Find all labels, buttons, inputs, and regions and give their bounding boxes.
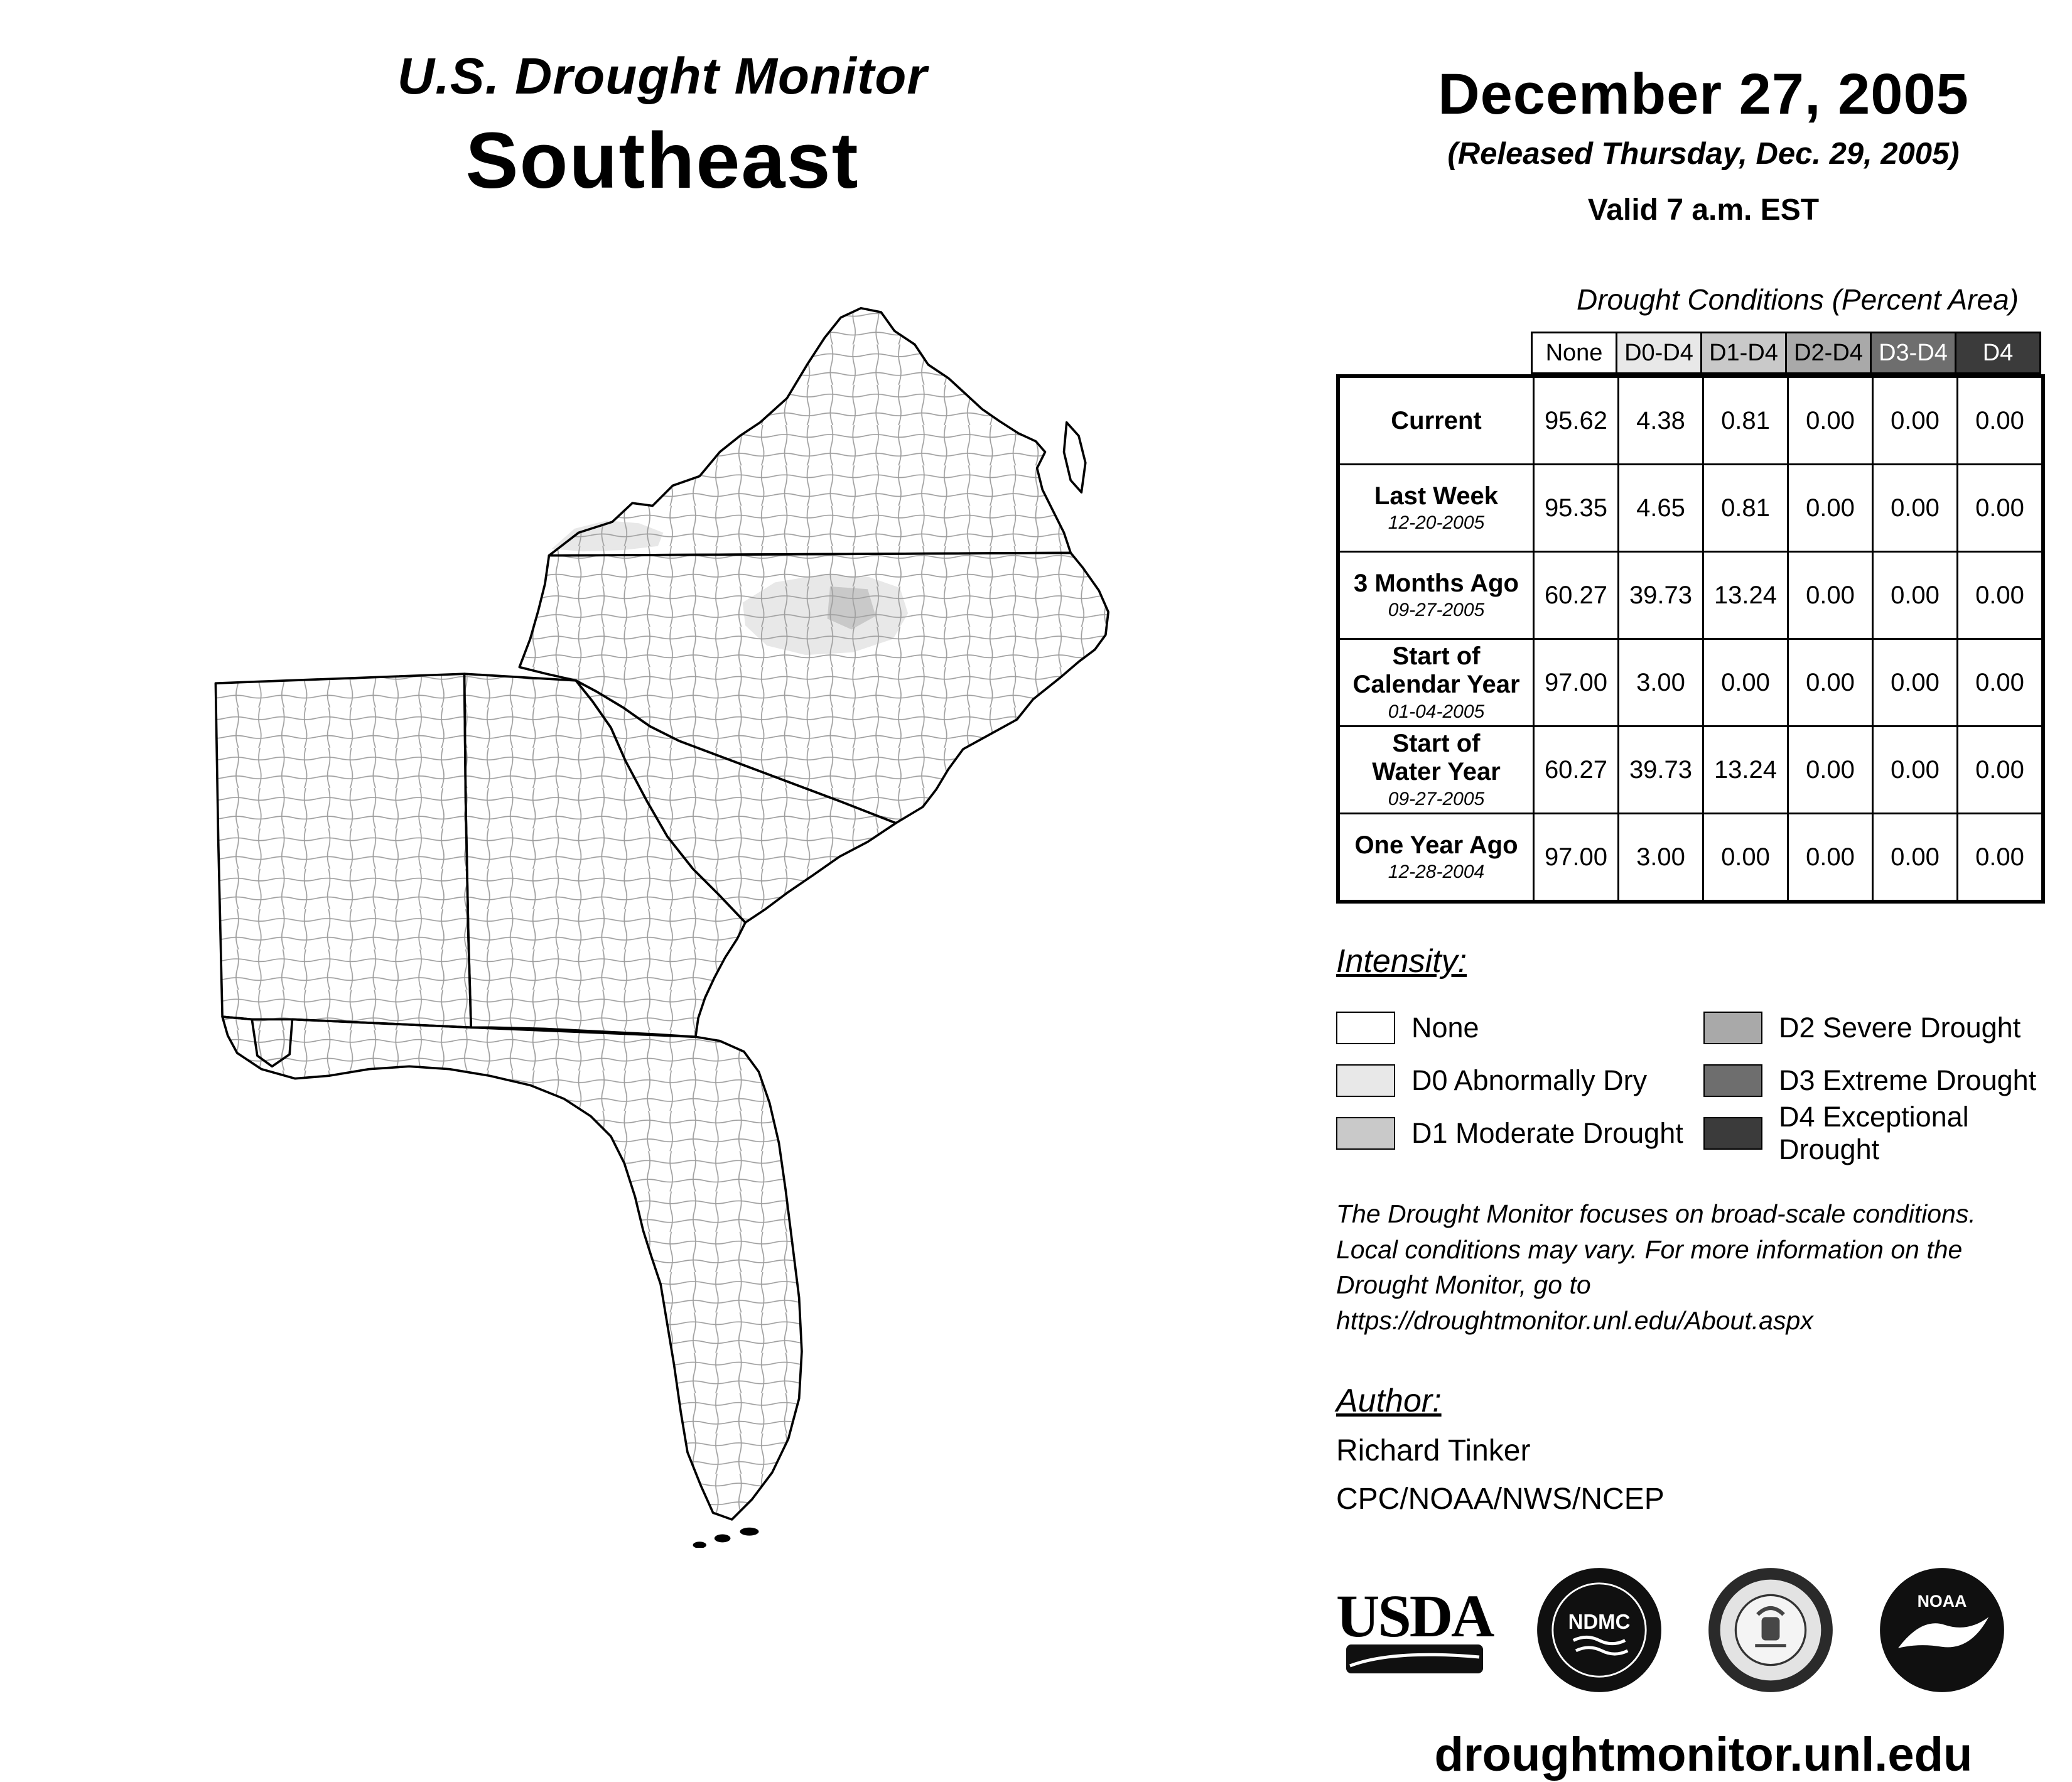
value-cell: 97.00 <box>1535 640 1617 725</box>
value-cell: 0.00 <box>1789 727 1872 813</box>
legend-item-d3: D3 Extreme Drought <box>1703 1054 2071 1107</box>
legend-swatch-d0 <box>1336 1064 1395 1097</box>
column-header-d4: D4 <box>1956 333 2039 372</box>
column-header-d2d4: D2-D4 <box>1787 333 1870 372</box>
value-cell: 39.73 <box>1619 553 1702 638</box>
valid-time: Valid 7 a.m. EST <box>1587 193 1820 227</box>
legend-item-none: None <box>1336 1002 1703 1054</box>
drought-conditions-table: Current 95.62 4.38 0.81 0.00 0.00 0.00 L… <box>1336 374 2045 904</box>
intensity-heading: Intensity: <box>1336 943 1467 980</box>
value-cell: 0.00 <box>1958 465 2041 551</box>
region-title: Southeast <box>465 116 860 205</box>
value-cell: 13.24 <box>1704 553 1787 638</box>
department-of-commerce-seal <box>1708 1568 1833 1693</box>
table-title: Drought Conditions (Percent Area) <box>1577 283 2019 316</box>
disclaimer-text: The Drought Monitor focuses on broad-sca… <box>1336 1199 1976 1335</box>
column-header-d0d4: D0-D4 <box>1617 333 1700 372</box>
author-heading: Author: <box>1336 1383 1442 1420</box>
legend-item-d4: D4 Exceptional Drought <box>1703 1101 2071 1165</box>
usda-logo-swoosh <box>1346 1644 1483 1673</box>
intensity-legend: None D0 Abnormally Dry D1 Moderate Droug… <box>1336 1002 2071 1165</box>
svg-text:NDMC: NDMC <box>1568 1610 1631 1633</box>
value-cell: 0.00 <box>1704 814 1787 900</box>
value-cell: 0.00 <box>1874 378 1956 463</box>
row-label-3-months-ago: 3 Months Ago 09-27-2005 <box>1340 553 1533 638</box>
value-cell: 0.00 <box>1789 378 1872 463</box>
value-cell: 3.00 <box>1619 814 1702 900</box>
legend-item-d2: D2 Severe Drought <box>1703 1002 2071 1054</box>
legend-swatch-d1 <box>1336 1117 1395 1150</box>
row-label-start-calendar-year: Start of Calendar Year 01-04-2005 <box>1340 640 1533 725</box>
southeast-drought-map <box>88 264 1231 1548</box>
value-cell: 0.00 <box>1789 465 1872 551</box>
legend-swatch-d4 <box>1703 1117 1762 1150</box>
author-org: CPC/NOAA/NWS/NCEP <box>1336 1482 1665 1516</box>
map-title-block: U.S. Drought Monitor Southeast <box>88 47 1237 206</box>
value-cell: 0.00 <box>1789 553 1872 638</box>
value-cell: 60.27 <box>1535 553 1617 638</box>
value-cell: 0.00 <box>1958 814 2041 900</box>
value-cell: 39.73 <box>1619 727 1702 813</box>
southeast-map-svg <box>214 306 1109 1548</box>
legend-item-d1: D1 Moderate Drought <box>1336 1107 1703 1160</box>
county-boundaries <box>215 308 1109 1520</box>
value-cell: 0.00 <box>1704 640 1787 725</box>
value-cell: 60.27 <box>1535 727 1617 813</box>
info-panel: December 27, 2005 (Released Thursday, De… <box>1336 0 2071 1782</box>
row-label-last-week: Last Week 12-20-2005 <box>1340 465 1533 551</box>
row-label-one-year-ago: One Year Ago 12-28-2004 <box>1340 814 1533 900</box>
row-label-current: Current <box>1340 378 1533 463</box>
column-header-d1d4: D1-D4 <box>1702 333 1785 372</box>
value-cell: 0.00 <box>1874 814 1956 900</box>
value-cell: 0.00 <box>1874 553 1956 638</box>
report-date: December 27, 2005 <box>1438 62 1969 126</box>
value-cell: 0.81 <box>1704 465 1787 551</box>
column-header-d3d4: D3-D4 <box>1872 333 1955 372</box>
noaa-logo: NOAA <box>1880 1568 2004 1693</box>
author-name: Richard Tinker <box>1336 1434 1531 1468</box>
row-label-start-water-year: Start of Water Year 09-27-2005 <box>1340 727 1533 813</box>
value-cell: 0.00 <box>1958 727 2041 813</box>
svg-text:NOAA: NOAA <box>1918 1592 1967 1611</box>
table-column-headers: None D0-D4 D1-D4 D2-D4 D3-D4 D4 <box>1531 332 2041 374</box>
footer-url: droughtmonitor.unl.edu <box>1434 1728 1973 1782</box>
ndmc-logo: NDMC <box>1537 1568 1662 1693</box>
value-cell: 3.00 <box>1619 640 1702 725</box>
agency-logos: USDA NDMC NOAA <box>1336 1565 2007 1695</box>
value-cell: 0.00 <box>1958 640 2041 725</box>
value-cell: 0.00 <box>1874 727 1956 813</box>
report-title: U.S. Drought Monitor <box>397 48 928 105</box>
value-cell: 0.81 <box>1704 378 1787 463</box>
column-header-none: None <box>1533 333 1616 372</box>
value-cell: 4.38 <box>1619 378 1702 463</box>
value-cell: 13.24 <box>1704 727 1787 813</box>
value-cell: 0.00 <box>1789 814 1872 900</box>
value-cell: 0.00 <box>1958 553 2041 638</box>
value-cell: 95.35 <box>1535 465 1617 551</box>
released-date: (Released Thursday, Dec. 29, 2005) <box>1447 137 1960 171</box>
value-cell: 0.00 <box>1958 378 2041 463</box>
value-cell: 95.62 <box>1535 378 1617 463</box>
legend-swatch-d2 <box>1703 1012 1762 1044</box>
value-cell: 0.00 <box>1874 640 1956 725</box>
value-cell: 0.00 <box>1874 465 1956 551</box>
legend-swatch-none <box>1336 1012 1395 1044</box>
value-cell: 97.00 <box>1535 814 1617 900</box>
florida-keys <box>693 1527 759 1548</box>
value-cell: 4.65 <box>1619 465 1702 551</box>
value-cell: 0.00 <box>1789 640 1872 725</box>
legend-swatch-d3 <box>1703 1064 1762 1097</box>
usda-logo-text: USDA <box>1336 1582 1494 1650</box>
legend-item-d0: D0 Abnormally Dry <box>1336 1054 1703 1107</box>
usda-logo: USDA <box>1336 1582 1494 1673</box>
